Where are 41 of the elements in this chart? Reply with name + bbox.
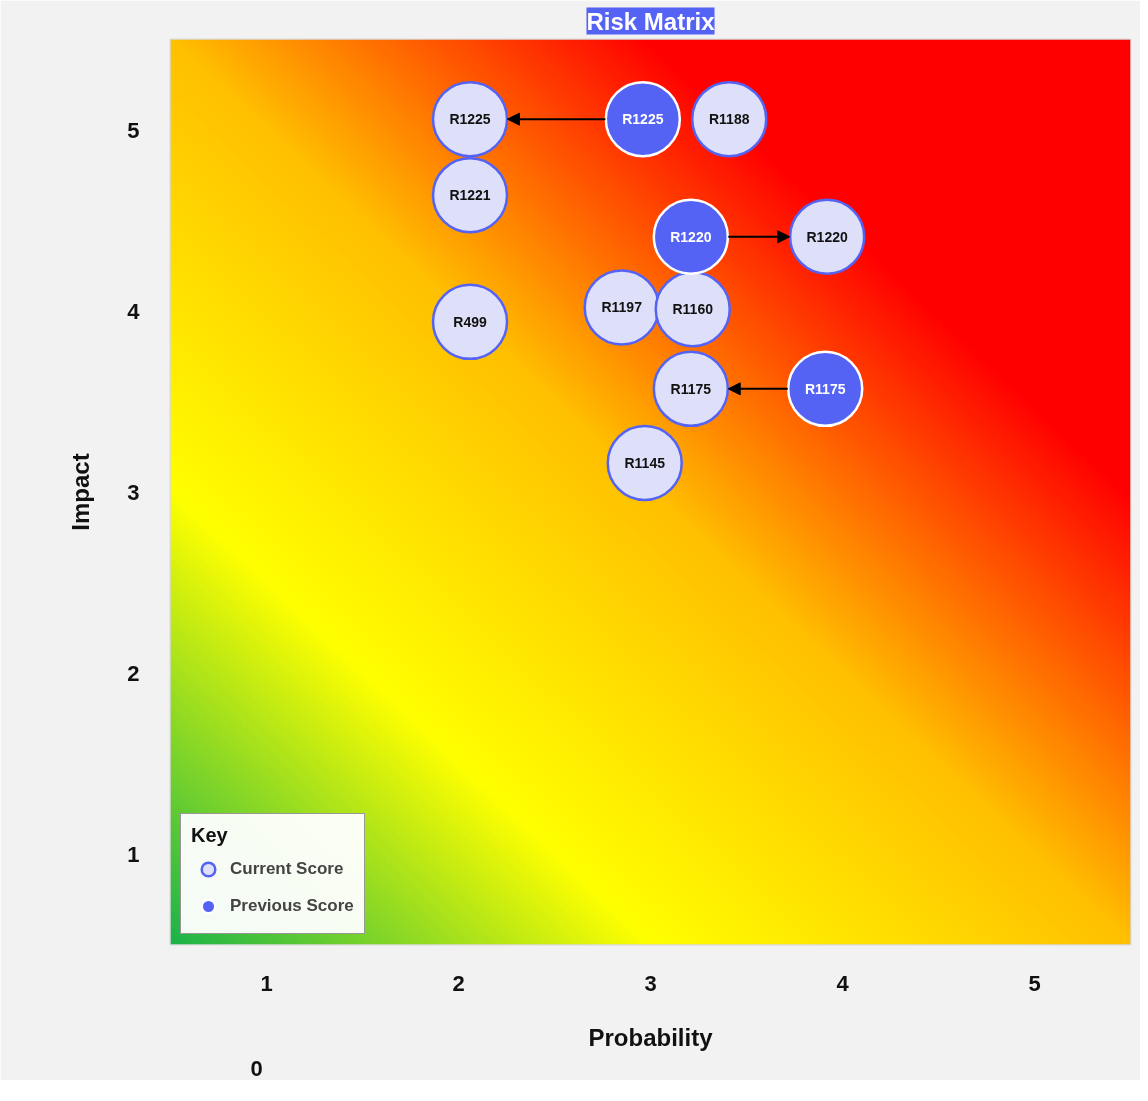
annotation: R1188 (708, 111, 750, 128)
y-tick-label: 2 (127, 660, 140, 686)
point (690, 80, 768, 158)
point (652, 350, 730, 428)
y-axis-title: Impact (67, 453, 95, 531)
annotation: R1221 (449, 187, 491, 204)
point (786, 350, 864, 428)
annotation: R1220 (670, 228, 712, 245)
x-tick-label: 5 (1028, 970, 1041, 996)
point (652, 198, 730, 275)
x-tick-label: 1 (260, 970, 273, 996)
x-tick-label: 3 (644, 970, 657, 996)
text: 0 (250, 1055, 263, 1081)
annotation: R1145 (624, 455, 666, 472)
annotation: R1175 (670, 380, 712, 397)
annotation: R1175 (804, 380, 846, 397)
chart-title: Risk Matrix (586, 7, 716, 35)
x-axis-title: Probability (588, 1023, 714, 1051)
x-tick-label: 4 (836, 970, 850, 996)
point (606, 424, 683, 502)
annotation: R1197 (601, 299, 643, 316)
legend-label: Current Score (230, 858, 344, 880)
annotation: R1160 (672, 301, 714, 318)
legend-title: Key (191, 824, 229, 847)
point (604, 80, 682, 158)
annotation: R1225 (449, 111, 491, 128)
y-tick-label: 3 (127, 479, 140, 505)
annotation: R1220 (806, 228, 848, 245)
point (583, 269, 660, 346)
annotation: R1225 (622, 111, 664, 128)
y-tick-label: 4 (127, 298, 141, 324)
point (654, 271, 731, 348)
annotation: R499 (453, 313, 487, 330)
y-tick-label: 1 (127, 841, 140, 867)
point (431, 283, 509, 361)
legend-label: Previous Score (230, 895, 354, 917)
point (431, 80, 509, 158)
point (431, 156, 509, 234)
point (788, 198, 866, 275)
x-tick-label: 2 (452, 970, 465, 996)
y-tick-label: 5 (127, 117, 140, 143)
